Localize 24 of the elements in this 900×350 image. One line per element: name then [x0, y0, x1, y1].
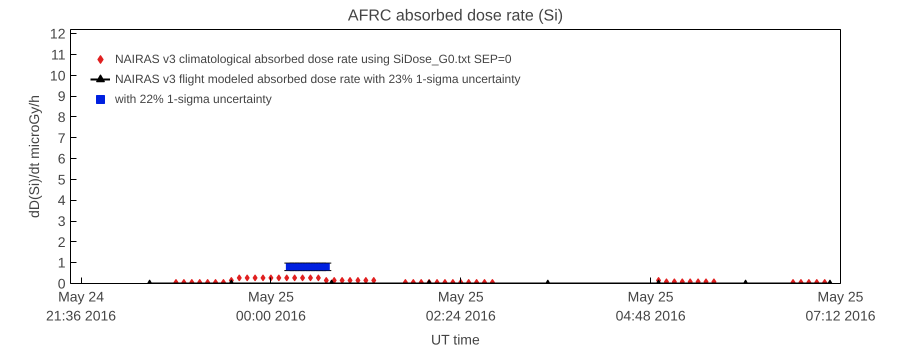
y-tick-label: 11 [50, 46, 66, 62]
y-tick-label: 10 [50, 67, 66, 84]
x-axis-title: UT time [431, 332, 480, 348]
y-tick-label: 5 [58, 171, 66, 188]
x-tick-label: May 24 21:36 2016 [46, 288, 116, 324]
y-tick-label: 4 [58, 192, 66, 208]
y-tick-label: 12 [50, 26, 66, 42]
y-tick-label: 1 [58, 254, 66, 271]
y-axis-title: dD(Si)/dt microGy/h [26, 95, 42, 218]
x-tick-label: May 25 07:12 2016 [805, 288, 876, 324]
y-tick-label: 0 [58, 276, 66, 292]
chart-title: AFRC absorbed dose rate (Si) [348, 8, 564, 24]
y-tick-label: 3 [58, 213, 66, 230]
y-tick-label: 2 [58, 234, 66, 250]
legend-label: NAIRAS v3 climatological absorbed dose rate using SiDose_G0.txt SEP=0 [115, 52, 512, 66]
y-tick-label: 7 [58, 130, 66, 146]
y-tick-label: 6 [58, 150, 66, 167]
x-tick-label: May 25 04:48 2016 [616, 288, 686, 324]
legend-label: NAIRAS v3 flight modeled absorbed dose rate with 23% 1-sigma uncertainty [115, 72, 521, 86]
x-tick-label: May 25 00:00 2016 [236, 288, 306, 324]
legend-label: with 22% 1-sigma uncertainty [115, 92, 272, 106]
y-tick-label: 9 [58, 88, 66, 104]
y-tick-label: 8 [58, 108, 66, 125]
x-tick-label: May 25 02:24 2016 [426, 288, 496, 324]
